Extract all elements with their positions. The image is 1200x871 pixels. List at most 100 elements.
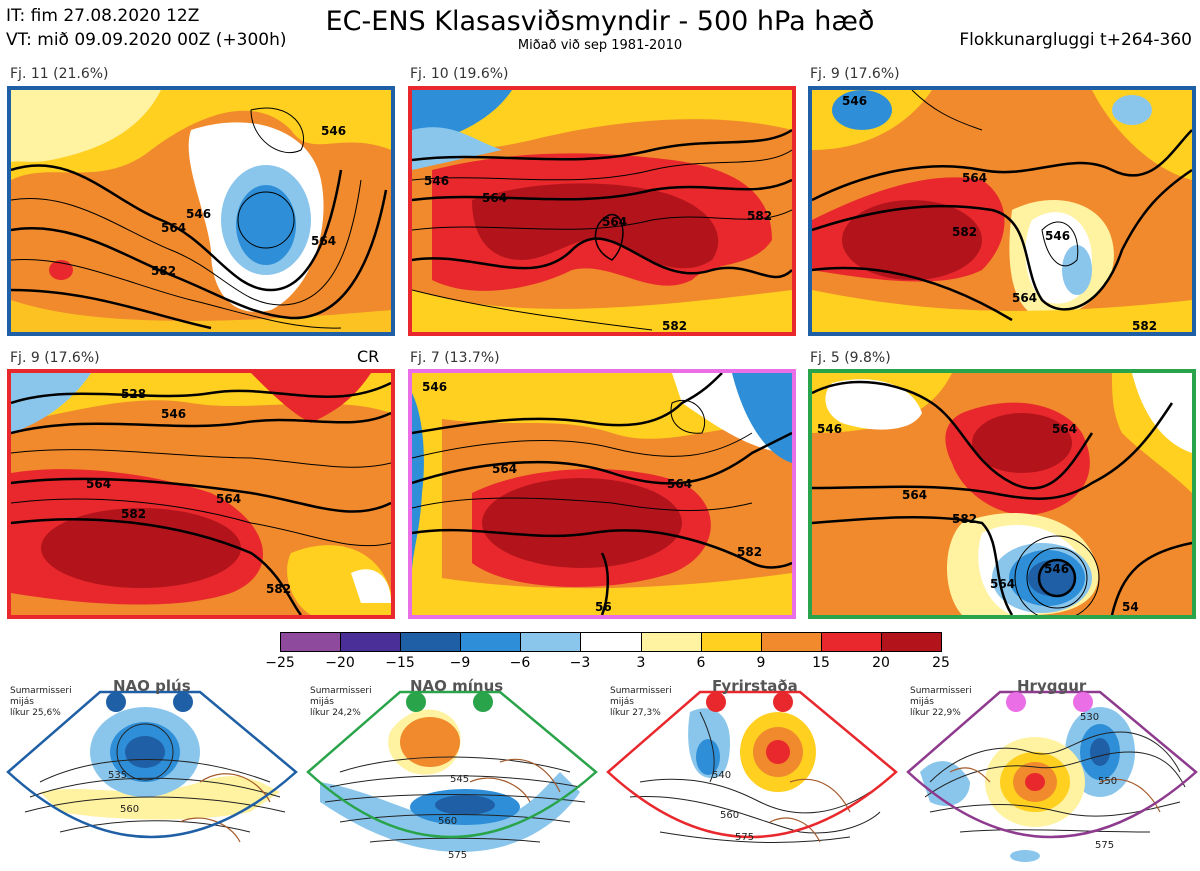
regime-marker-dot <box>406 692 426 712</box>
contour-label: 546 <box>1045 229 1070 243</box>
header-info: IT: fim 27.08.2020 12Z VT: mið 09.09.202… <box>6 4 287 52</box>
colorbar-tick: −15 <box>385 655 415 671</box>
contour-label: 560 <box>438 816 457 827</box>
contour-label: 560 <box>120 804 139 815</box>
contour-label: 546 <box>186 207 211 221</box>
colorbar-segment <box>461 633 522 651</box>
contour-label: 564 <box>161 221 186 235</box>
cluster-label-4: Fj. 9 (17.6%) <box>10 350 100 366</box>
contour-label: 564 <box>990 577 1015 591</box>
colorbar-tick: −25 <box>265 655 295 671</box>
contour-label: 564 <box>492 462 517 476</box>
cluster-map-5[interactable]: 546 564 564 582 56 <box>408 369 796 619</box>
cluster-label-2: Fj. 10 (19.6%) <box>410 66 509 82</box>
colorbar-segment <box>341 633 402 651</box>
contour-label: 582 <box>747 209 772 223</box>
cluster-map-3-field: 546 564 582 546 564 582 <box>812 90 1192 332</box>
valid-time: VT: mið 09.09.2020 00Z (+300h) <box>6 30 287 50</box>
cluster-label-5: Fj. 7 (13.7%) <box>410 350 500 366</box>
cluster-label-3: Fj. 9 (17.6%) <box>810 66 900 82</box>
contour-label: 546 <box>321 124 346 138</box>
contour-label: 528 <box>121 387 146 401</box>
contour-label: 546 <box>424 174 449 188</box>
contour-label: 546 <box>422 380 447 394</box>
colorbar-tick: −9 <box>449 655 471 671</box>
regime-title: NAO plús <box>113 677 191 695</box>
regime-blocking-map: 540 560 575 <box>606 690 898 843</box>
regime-marker-dot <box>106 692 126 712</box>
contour-label: 546 <box>842 94 867 108</box>
colorbar-segment <box>701 633 762 651</box>
page-title: EC-ENS Klasasviðsmyndir - 500 hPa hæð <box>325 6 875 37</box>
colorbar-segment <box>281 633 342 651</box>
contour-label: 582 <box>266 582 291 596</box>
contour-label: 530 <box>1080 712 1099 723</box>
regime-title: Hryggur <box>1017 677 1087 695</box>
contour-label: 54 <box>1122 600 1139 614</box>
contour-label: 564 <box>482 191 507 205</box>
regime-nao-minus[interactable]: 545 560 575 Sumarmisseri mijás líkur 24,… <box>300 672 600 868</box>
contour-label: 582 <box>952 225 977 239</box>
contour-label: 564 <box>1052 422 1077 436</box>
classification-window: Flokkunargluggi t+264-360 <box>959 30 1192 50</box>
contour-label: 535 <box>108 770 127 781</box>
cluster-map-6[interactable]: 546 564 564 582 564 546 54 <box>808 369 1196 619</box>
regime-meta: Sumarmisseri mijás líkur 27,3% <box>610 686 672 718</box>
regime-nao-minus-map: 545 560 575 <box>306 690 598 861</box>
colorbar-tick: 6 <box>696 655 706 671</box>
colorbar <box>280 632 942 652</box>
contour-label: 582 <box>121 507 146 521</box>
contour-label: 582 <box>662 319 687 332</box>
contour-label: 564 <box>902 488 927 502</box>
regime-marker-dot <box>706 692 726 712</box>
colorbar-segment <box>821 633 882 651</box>
colorbar-tick: −20 <box>325 655 355 671</box>
contour-label: 575 <box>448 850 467 861</box>
cluster-map-1[interactable]: 564 546 582 564 546 <box>7 86 395 336</box>
contour-label: 582 <box>1132 319 1157 332</box>
contour-label: 564 <box>216 492 241 506</box>
contour-label: 582 <box>952 512 977 526</box>
contour-label: 564 <box>962 171 987 185</box>
contour-label: 564 <box>1012 291 1037 305</box>
contour-label: 56 <box>595 600 612 614</box>
colorbar-tick: 20 <box>872 655 890 671</box>
colorbar-segment <box>521 633 582 651</box>
cr-marker: CR <box>357 347 380 366</box>
colorbar-tick: 3 <box>636 655 646 671</box>
regime-ridge-map: 530 550 575 <box>906 690 1198 862</box>
initial-time: IT: fim 27.08.2020 12Z <box>6 6 200 26</box>
cluster-map-4-field: 528 546 564 582 564 582 <box>11 373 391 615</box>
cluster-map-3[interactable]: 546 564 582 546 564 582 <box>808 86 1196 336</box>
regime-title: Fyrirstaða <box>712 677 798 695</box>
contour-label: 560 <box>720 810 739 821</box>
contour-label: 582 <box>737 545 762 559</box>
regime-blocking[interactable]: 540 560 575 Sumarmisseri mijás líkur 27,… <box>600 672 900 868</box>
cluster-map-6-field: 546 564 564 582 564 546 54 <box>812 373 1192 615</box>
cluster-map-4[interactable]: 528 546 564 582 564 582 <box>7 369 395 619</box>
regime-title: NAO mínus <box>410 677 504 695</box>
colorbar-tick: 15 <box>812 655 830 671</box>
regime-ridge[interactable]: 530 550 575 Sumarmisseri mijás líkur 22,… <box>900 672 1200 868</box>
colorbar-tick: −3 <box>569 655 591 671</box>
contour-label: 546 <box>1044 562 1069 576</box>
colorbar-segment <box>581 633 642 651</box>
cluster-map-1-field: 564 546 582 564 546 <box>11 90 391 332</box>
contour-label: 582 <box>151 264 176 278</box>
colorbar-segment <box>641 633 702 651</box>
cluster-label-6: Fj. 5 (9.8%) <box>810 350 891 366</box>
cluster-map-2-field: 546 564 564 582 582 <box>412 90 792 332</box>
cluster-label-1: Fj. 11 (21.6%) <box>10 66 109 82</box>
colorbar-segment <box>401 633 462 651</box>
regime-meta: Sumarmisseri mijás líkur 25,6% <box>10 686 72 718</box>
cluster-map-2[interactable]: 546 564 564 582 582 <box>408 86 796 336</box>
regime-meta: Sumarmisseri mijás líkur 24,2% <box>310 686 372 718</box>
contour-label: 545 <box>450 774 469 785</box>
page-subtitle: Miðað við sep 1981-2010 <box>517 38 683 53</box>
regime-nao-plus[interactable]: 535 560 Sumarmisseri mijás líkur 25,6% N… <box>0 672 300 868</box>
colorbar-segment <box>761 633 822 651</box>
contour-label: 540 <box>712 770 731 781</box>
colorbar-tick: 9 <box>756 655 766 671</box>
contour-label: 564 <box>311 234 336 248</box>
colorbar-tick: −6 <box>509 655 531 671</box>
